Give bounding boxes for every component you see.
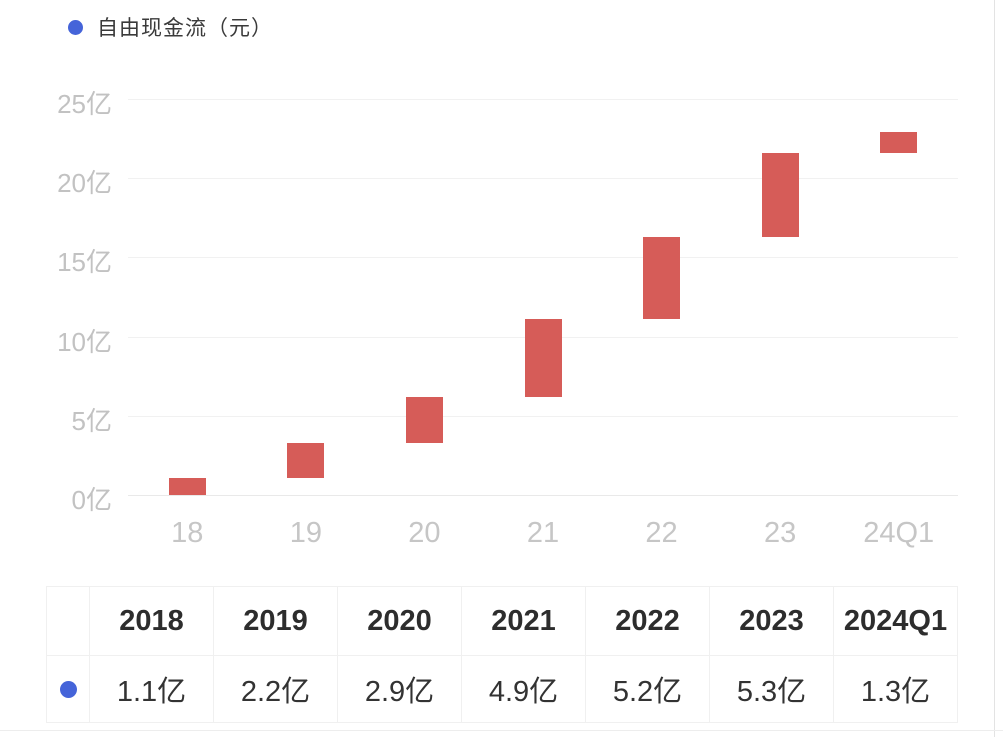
table-value-2020: 2.9亿 xyxy=(337,655,462,723)
card-bottom-edge xyxy=(0,730,1003,731)
table-value-2021: 4.9亿 xyxy=(461,655,586,723)
x-tick-24Q1: 24Q1 xyxy=(863,517,935,549)
table-corner-cell xyxy=(46,586,90,656)
x-tick-23: 23 xyxy=(763,517,797,549)
y-tick-20亿: 20亿 xyxy=(57,168,112,199)
table-header-2020: 2020 xyxy=(337,586,462,656)
bar-19[interactable] xyxy=(287,442,325,478)
bar-21[interactable] xyxy=(524,319,562,397)
bar-22[interactable] xyxy=(643,236,681,320)
table-header-2021: 2021 xyxy=(461,586,586,656)
legend-label: 自由现金流（元） xyxy=(97,17,273,40)
table-value-2019: 2.2亿 xyxy=(213,655,338,723)
table-header-row: 2018 2019 2020 2021 2022 2023 2024Q1 xyxy=(46,586,958,656)
table-row: 1.1亿 2.2亿 2.9亿 4.9亿 5.2亿 5.3亿 1.3亿 xyxy=(46,655,958,723)
gridline-0亿 xyxy=(128,495,958,496)
table-header-2019: 2019 xyxy=(213,586,338,656)
gridline-15亿 xyxy=(128,257,958,259)
x-tick-22: 22 xyxy=(645,517,678,549)
series-marker-cell xyxy=(46,655,90,723)
legend-item-free-cash-flow[interactable]: 自由现金流（元） xyxy=(68,12,273,42)
gridline-5亿 xyxy=(128,415,958,417)
values-table: 2018 2019 2020 2021 2022 2023 2024Q1 1.1亿 2.2亿 2… xyxy=(46,586,958,723)
x-tick-21: 21 xyxy=(526,517,560,549)
table-header-2024Q1: 2024Q1 xyxy=(833,586,958,656)
bar-18[interactable] xyxy=(168,477,206,495)
bar-23[interactable] xyxy=(761,152,799,237)
table-value-2023: 5.3亿 xyxy=(709,655,834,723)
bar-20[interactable] xyxy=(405,396,443,443)
table-header-2023: 2023 xyxy=(709,586,834,656)
y-tick-5亿: 5亿 xyxy=(71,405,112,436)
plot-area xyxy=(128,99,958,496)
x-tick-19: 19 xyxy=(289,517,322,549)
x-tick-18: 18 xyxy=(171,517,204,549)
table-value-2018: 1.1亿 xyxy=(89,655,214,723)
card-right-edge xyxy=(994,0,995,737)
y-tick-0亿: 0亿 xyxy=(71,485,112,515)
table-header-2022: 2022 xyxy=(585,586,710,656)
gridline-20亿 xyxy=(128,178,958,180)
gridline-25亿 xyxy=(128,99,958,100)
y-tick-15亿: 15亿 xyxy=(57,247,112,278)
table-header-2018: 2018 xyxy=(89,586,214,656)
x-tick-20: 20 xyxy=(408,517,441,549)
legend-dot-icon xyxy=(68,19,83,35)
table-value-2022: 5.2亿 xyxy=(585,655,710,723)
table-value-2024Q1: 1.3亿 xyxy=(833,655,958,723)
series-dot-icon xyxy=(59,681,77,699)
y-tick-10亿: 10亿 xyxy=(57,326,112,357)
y-tick-25亿: 25亿 xyxy=(57,89,112,119)
bar-24Q1[interactable] xyxy=(880,132,918,153)
